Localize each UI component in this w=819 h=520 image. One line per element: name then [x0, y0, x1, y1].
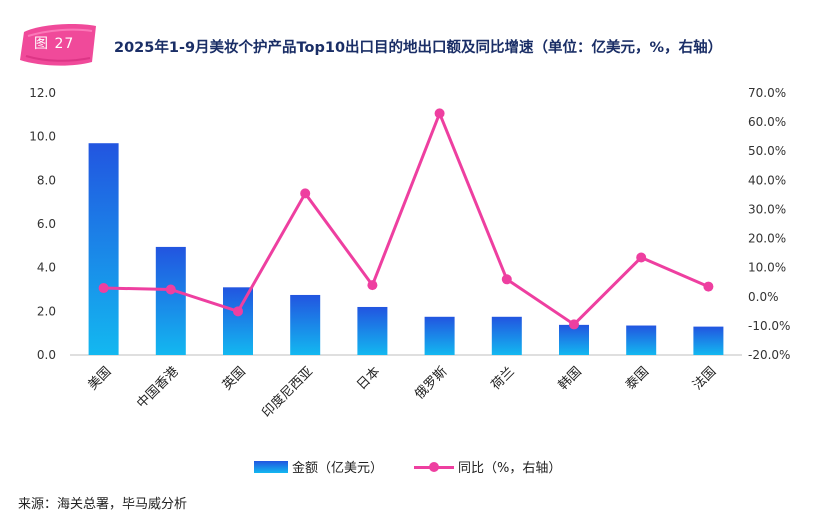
yoy-point-5 — [367, 280, 378, 291]
bar-3 — [223, 287, 253, 355]
category-label: 英国 — [220, 364, 249, 393]
left-axis-tick-label: 10.0 — [29, 130, 56, 144]
yoy-point-2 — [165, 284, 176, 295]
left-axis-tick-label: 4.0 — [37, 261, 56, 275]
left-axis-tick-label: 12.0 — [29, 86, 56, 100]
legend-bar-label: 金额（亿美元） — [292, 461, 384, 476]
category-label: 俄罗斯 — [412, 364, 450, 402]
figure-badge-shape — [20, 24, 96, 66]
legend-line-label: 同比（%，右轴） — [458, 461, 562, 476]
right-axis-tick-label: 50.0% — [748, 144, 786, 158]
right-axis-tick-label: 20.0% — [748, 232, 786, 246]
bar-2 — [155, 246, 186, 355]
figure-label: 图 27 — [34, 36, 75, 52]
right-axis-tick-label: 0.0% — [748, 290, 779, 304]
yoy-point-8 — [569, 319, 579, 330]
category-label: 荷兰 — [489, 364, 518, 393]
bar-8 — [559, 324, 589, 355]
category-label: 法国 — [690, 364, 719, 393]
category-label: 美国 — [85, 364, 114, 393]
yoy-point-10 — [703, 281, 714, 292]
yoy-point-1 — [98, 283, 109, 294]
right-axis-tick-label: -10.0% — [748, 319, 790, 333]
bar-4 — [290, 294, 321, 355]
left-axis-tick-label: 2.0 — [37, 304, 56, 318]
yoy-growth-line — [103, 111, 709, 326]
source-note: 来源：海关总署，毕马威分析 — [18, 497, 188, 512]
left-axis-tick-label: 0.0 — [37, 348, 56, 362]
bar-1 — [88, 143, 119, 355]
category-label: 印度尼西亚 — [259, 364, 316, 421]
yoy-point-3 — [233, 306, 243, 317]
yoy-point-4 — [300, 188, 311, 199]
category-label: 日本 — [354, 364, 383, 393]
legend-item-line: 同比（%，右轴） — [414, 457, 561, 476]
category-label: 泰国 — [623, 364, 652, 393]
bar-7 — [491, 316, 522, 355]
right-axis-tick-label: 40.0% — [748, 173, 786, 187]
left-axis-tick-label: 6.0 — [37, 217, 56, 231]
right-axis-tick-label: 30.0% — [748, 202, 786, 216]
bar-9 — [626, 325, 657, 355]
legend-bar-swatch — [254, 460, 288, 473]
chart-legend: 金额（亿美元） 同比（%，右轴） — [0, 457, 819, 477]
right-axis-tick-label: 60.0% — [748, 115, 786, 129]
left-axis-tick-label: 8.0 — [37, 173, 56, 187]
yoy-point-6 — [434, 108, 445, 119]
bar-10 — [693, 326, 724, 355]
bar-5 — [357, 306, 388, 355]
legend-item-bar: 金额（亿美元） — [254, 457, 383, 476]
yoy-point-9 — [636, 252, 647, 263]
bar-6 — [424, 316, 455, 355]
right-axis-tick-label: 10.0% — [748, 261, 786, 275]
yoy-point-7 — [501, 274, 512, 285]
right-axis-tick-label: 70.0% — [748, 86, 786, 100]
right-axis-tick-label: -20.0% — [748, 348, 790, 362]
category-label: 中国香港 — [134, 364, 181, 411]
chart-title: 2025年1-9月美妆个护产品Top10出口目的地出口额及同比增速（单位：亿美元… — [114, 40, 723, 56]
legend-line-swatch — [414, 461, 454, 473]
category-label: 韩国 — [556, 364, 585, 393]
